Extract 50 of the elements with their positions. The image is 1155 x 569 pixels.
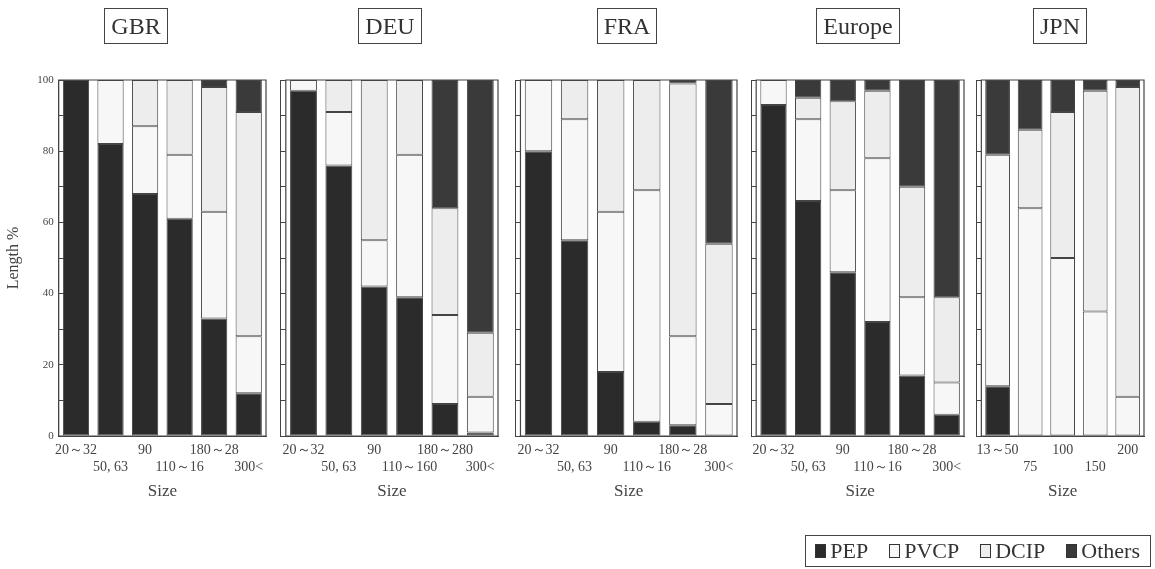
x-axis-title: Size: [614, 481, 644, 501]
x-tick-label: 200: [1117, 442, 1139, 458]
y-tick-label: 60: [42, 215, 55, 228]
y-tick-label: 80: [42, 144, 55, 157]
x-tick-label: 90: [367, 442, 382, 458]
legend-label: Others: [1081, 538, 1140, 564]
x-tick-label: 180～280: [416, 442, 473, 458]
chart-title: FRA: [596, 8, 658, 44]
x-tick-label: 20～32: [282, 442, 325, 458]
x-tick-label: 300<: [234, 458, 264, 474]
x-axis-title: Size: [377, 481, 407, 501]
x-tick-label: 50, 63: [321, 458, 357, 474]
x-tick-label: 13～50: [976, 442, 1019, 458]
x-tick-label: 180～28: [658, 442, 708, 458]
chart-title: GBR: [104, 8, 168, 44]
x-tick-label: 20～32: [752, 442, 795, 458]
chart-title: Europe: [816, 8, 900, 44]
x-tick-label: 180～28: [887, 442, 937, 458]
y-tick-label: 0: [48, 428, 55, 441]
x-tick-label: 150: [1084, 458, 1106, 474]
x-tick-label: 20～32: [54, 442, 97, 458]
x-tick-label: 100: [1052, 442, 1074, 458]
legend-label: DCIP: [995, 538, 1046, 564]
x-axis-title: Size: [845, 481, 875, 501]
x-tick-label: 75: [1023, 458, 1038, 474]
x-tick-label: 50, 63: [790, 458, 826, 474]
legend-label: PEP: [830, 538, 869, 564]
legend-label: PVCP: [904, 538, 960, 564]
x-tick-label: 300<: [465, 458, 495, 474]
y-tick-label: 100: [37, 72, 55, 85]
x-tick-label: 50, 63: [557, 458, 593, 474]
x-tick-label: 300<: [932, 458, 962, 474]
y-axis-title: Length %: [3, 226, 22, 290]
x-axis-title: Size: [147, 481, 177, 501]
chart-title: JPN: [1032, 8, 1088, 44]
x-tick-label: 90: [138, 442, 153, 458]
chart-title: DEU: [358, 8, 422, 44]
x-tick-label: 180～28: [189, 442, 239, 458]
y-tick-label: 20: [42, 357, 55, 370]
x-tick-label: 50, 63: [93, 458, 129, 474]
x-tick-label: 90: [603, 442, 618, 458]
x-tick-label: 300<: [704, 458, 734, 474]
x-tick-label: 110～16: [155, 458, 204, 474]
x-tick-label: 90: [835, 442, 850, 458]
x-tick-label: 20～32: [517, 442, 560, 458]
x-tick-label: 110～16: [853, 458, 902, 474]
x-tick-label: 110～16: [622, 458, 672, 474]
x-tick-label: 110～160: [381, 458, 438, 474]
x-axis-title: Size: [1048, 481, 1078, 501]
y-tick-label: 40: [42, 286, 55, 299]
